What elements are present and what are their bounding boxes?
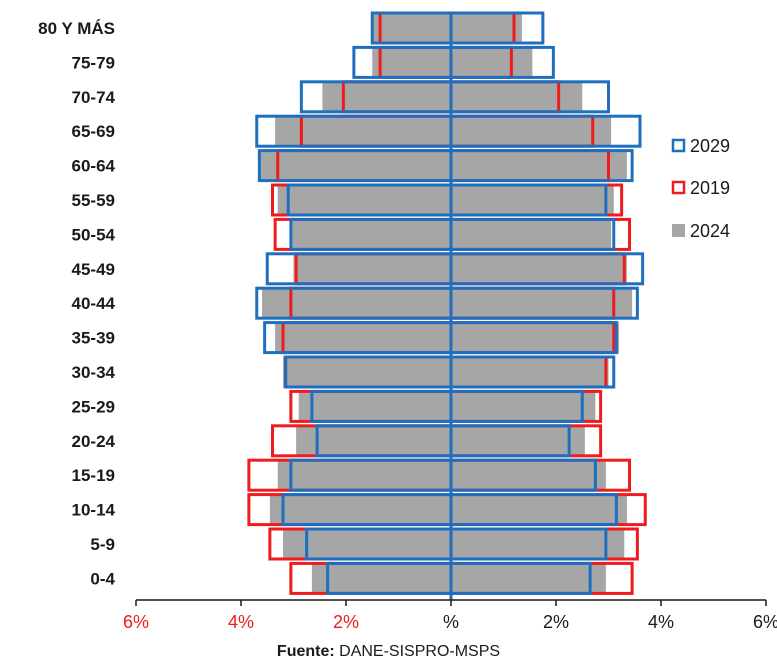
bar-2024-left [277, 184, 451, 216]
x-tick-label: 4% [228, 612, 254, 632]
bar-2024-right [451, 356, 609, 388]
bar-2024-left [296, 424, 451, 457]
age-group-label: 55-59 [72, 191, 115, 210]
age-group-label: 35-39 [72, 329, 115, 348]
age-group-label: 40-44 [72, 294, 116, 313]
bar-2024-right [451, 12, 522, 44]
bar-2024-left [372, 46, 451, 79]
age-group-label: 60-64 [72, 157, 116, 176]
x-tick-label: % [443, 612, 459, 632]
bar-2024-left [283, 356, 451, 388]
bar-2024-right [451, 287, 633, 320]
x-tick-label: 6% [123, 612, 149, 632]
bar-2024-left [262, 287, 451, 320]
age-group-label: 15-19 [72, 466, 115, 485]
source-prefix: Fuente: [276, 643, 335, 660]
bar-2024-left [275, 321, 451, 354]
age-group-label: 65-69 [72, 122, 115, 141]
bar-2024-right [451, 252, 627, 285]
bar-2024-right [451, 184, 614, 216]
bar-2024-right [451, 424, 585, 457]
bar-2024-right [451, 528, 625, 560]
legend-label-2019: 2019 [690, 178, 730, 198]
bar-2024-right [451, 459, 606, 492]
bar-2024-left [298, 390, 451, 423]
age-group-label: 70-74 [72, 88, 116, 107]
age-group-label: 50-54 [72, 225, 116, 244]
x-tick-label: 4% [648, 612, 674, 632]
bar-2024-right [451, 218, 612, 251]
bar-2024-left [290, 218, 451, 251]
x-tick-label: 6% [753, 612, 777, 632]
bar-2024-left [275, 115, 451, 148]
bar-2024-left [269, 493, 451, 526]
bar-2024-left [372, 12, 451, 44]
bar-2024-right [451, 115, 612, 148]
bar-2024-left [322, 80, 451, 113]
age-group-label: 75-79 [72, 53, 115, 72]
legend-label-2024: 2024 [690, 221, 730, 241]
bar-2024-right [451, 321, 619, 354]
age-group-label: 10-14 [72, 501, 116, 520]
bar-2024-left [283, 528, 451, 560]
legend-swatch-2029 [671, 138, 686, 153]
bar-2024-right [451, 562, 606, 595]
age-group-label: 80 Y MÁS [38, 19, 115, 38]
bar-2024-left [311, 562, 451, 595]
x-tick-label: 2% [333, 612, 359, 632]
legend-label-2029: 2029 [690, 136, 730, 156]
age-group-label: 30-34 [72, 363, 116, 382]
legend-swatch-2024 [672, 224, 685, 237]
age-group-label: 20-24 [72, 432, 116, 451]
bar-2024-right [451, 390, 596, 423]
bar-2024-left [259, 149, 451, 182]
age-group-label: 45-49 [72, 260, 115, 279]
bar-2024-left [277, 459, 451, 492]
source-note: Fuente: DANE-SISPRO-MSPS [0, 643, 777, 661]
x-tick-label: 2% [543, 612, 569, 632]
bar-2024-right [451, 149, 627, 182]
age-group-label: 5-9 [90, 535, 115, 554]
source-text: DANE-SISPRO-MSPS [334, 643, 501, 660]
bar-2024-left [293, 252, 451, 285]
bar-2024-right [451, 493, 627, 526]
age-group-label: 0-4 [90, 569, 115, 588]
legend-swatch-2019 [671, 180, 686, 195]
bar-2024-right [451, 80, 583, 113]
bar-2024-right [451, 46, 533, 79]
age-group-label: 25-29 [72, 397, 115, 416]
